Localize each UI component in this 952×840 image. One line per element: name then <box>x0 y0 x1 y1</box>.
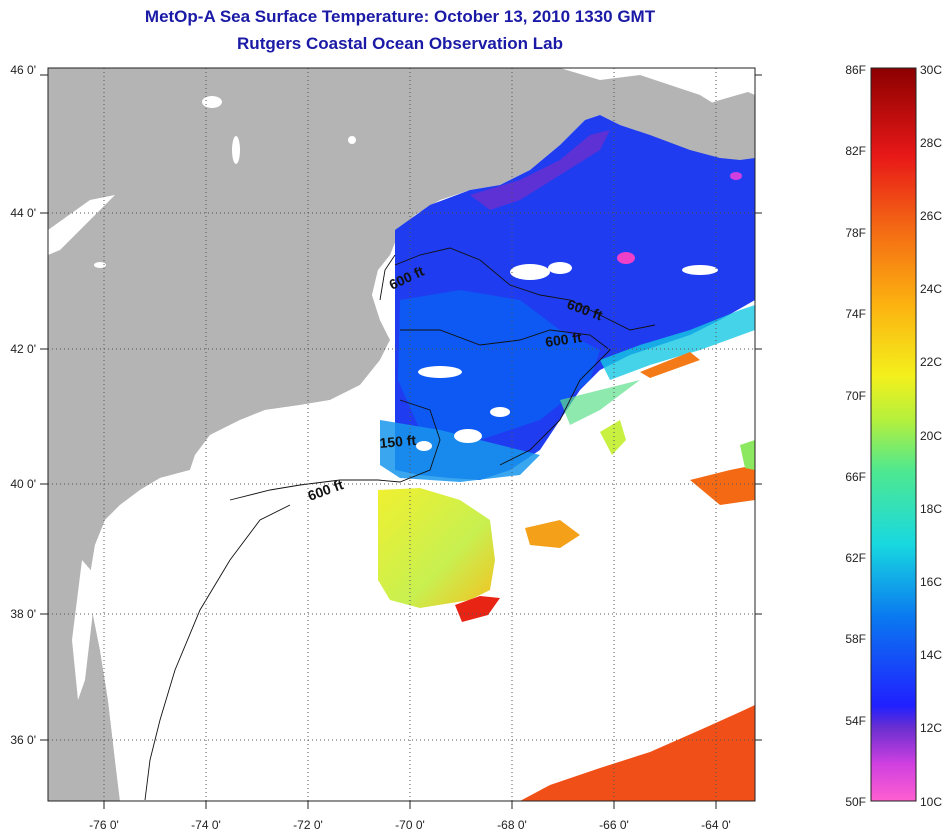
lon-tick-label: -70 0' <box>395 818 425 832</box>
lon-tick-label: -64 0' <box>701 818 731 832</box>
lon-tick-label: -74 0' <box>191 818 221 832</box>
map-border <box>47 67 756 802</box>
cloud-mask <box>454 429 482 443</box>
lon-tick-label: -66 0' <box>599 818 629 832</box>
lon-tick-label: -76 0' <box>89 818 119 832</box>
colorbar-f-label: 70F <box>845 389 866 403</box>
cloud-mask <box>548 262 572 274</box>
lat-tick-label: 46 0' <box>10 63 36 77</box>
lon-tick-label: -68 0' <box>497 818 527 832</box>
colorbar-f-label: 50F <box>845 795 866 809</box>
cloud-mask <box>416 441 432 451</box>
colorbar-c-label: 10C <box>920 795 942 809</box>
lake <box>232 136 240 164</box>
contour-label: 600 ft <box>544 329 583 350</box>
lat-tick-label: 36 0' <box>10 733 36 747</box>
cloud-mask <box>490 407 510 417</box>
sst-mid-patch <box>380 420 540 482</box>
sst-orange-streak <box>640 352 700 378</box>
map-subtitle: Rutgers Coastal Ocean Observation Lab <box>237 34 563 53</box>
sst-green-band <box>560 380 640 425</box>
colorbar-f-label: 66F <box>845 470 866 484</box>
sst-purple-patch <box>470 130 610 210</box>
colorbar-c-label: 12C <box>920 721 942 735</box>
lon-tick-label: -72 0' <box>293 818 323 832</box>
sst-shelf-edge-gradient <box>600 305 755 380</box>
sst-gulf-stream <box>520 705 755 801</box>
lat-tick-label: 42 0' <box>10 342 36 356</box>
colorbar-celsius-labels: 30C 28C 26C 24C 22C 20C 18C 16C 14C 12C … <box>920 63 942 809</box>
colorbar-c-label: 16C <box>920 575 942 589</box>
sst-green-patch <box>740 440 755 470</box>
sst-hot-eddy <box>455 596 500 622</box>
cloud-mask <box>418 366 462 378</box>
lake <box>202 96 222 108</box>
sst-cool-patch <box>398 290 600 440</box>
colorbar-f-label: 78F <box>845 226 866 240</box>
map-title: MetOp-A Sea Surface Temperature: October… <box>144 7 656 26</box>
sst-warm-spot <box>730 172 742 180</box>
colorbar-f-label: 74F <box>845 307 866 321</box>
colorbar-c-label: 30C <box>920 63 942 77</box>
land-delmarva-bay <box>72 560 95 700</box>
colorbar-fahrenheit-labels: 86F 82F 78F 74F 70F 66F 62F 58F 54F 50F <box>845 63 866 809</box>
colorbar-f-label: 62F <box>845 551 866 565</box>
colorbar-f-label: 82F <box>845 144 866 158</box>
colorbar-f-label: 54F <box>845 714 866 728</box>
tick-marks <box>40 74 762 809</box>
lake <box>348 136 356 144</box>
colorbar-f-label: 58F <box>845 632 866 646</box>
colorbar-c-label: 22C <box>920 355 942 369</box>
cloud-mask <box>510 264 550 280</box>
shelf-no-data <box>90 260 395 801</box>
contour-label: 150 ft <box>379 432 417 451</box>
sst-orange-eddy <box>525 520 580 548</box>
lat-tick-label: 44 0' <box>10 206 36 220</box>
lake <box>94 262 106 268</box>
sst-orange-patch <box>690 465 755 505</box>
colorbar-c-label: 14C <box>920 648 942 662</box>
lat-tick-label: 40 0' <box>10 477 36 491</box>
sst-warm-slope-water <box>378 488 495 608</box>
lat-tick-label: 38 0' <box>10 607 36 621</box>
sst-yellow-blob <box>600 420 626 455</box>
lake-ontario <box>48 195 115 255</box>
land-mainland <box>48 68 755 801</box>
colorbar <box>870 67 917 802</box>
colorbar-c-label: 18C <box>920 502 942 516</box>
colorbar-c-label: 24C <box>920 282 942 296</box>
bathymetry-contours <box>144 247 656 801</box>
colorbar-c-label: 28C <box>920 136 942 150</box>
colorbar-c-label: 26C <box>920 209 942 223</box>
cloud-mask <box>682 265 718 275</box>
sst-warm-spot <box>617 252 635 264</box>
colorbar-f-label: 86F <box>845 63 866 77</box>
colorbar-c-label: 20C <box>920 429 942 443</box>
